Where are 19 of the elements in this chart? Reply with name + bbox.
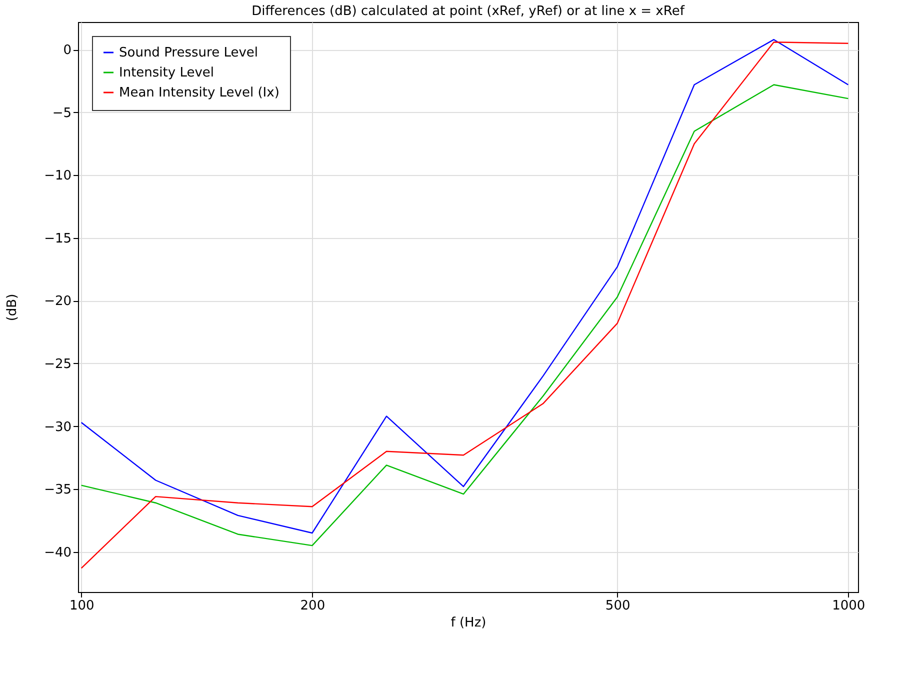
x-axis-title: f (Hz) <box>450 616 486 630</box>
y-tick-label: −25 <box>44 357 72 372</box>
x-tick-label: 1000 <box>832 598 866 614</box>
y-axis-title: (dB) <box>5 294 20 322</box>
x-tick-label: 100 <box>69 598 94 614</box>
y-tick-label: −15 <box>44 231 72 246</box>
y-tick-label: −30 <box>44 420 72 435</box>
legend-label: Mean Intensity Level (Ix) <box>119 86 280 100</box>
y-tick-label: −35 <box>44 482 72 498</box>
chart-title: Differences (dB) calculated at point (xRef, yRef) or at line x = xRef <box>252 4 685 19</box>
y-tick-label: −20 <box>44 294 72 310</box>
x-tick-label: 500 <box>605 598 630 614</box>
y-tick-label: −40 <box>44 545 72 560</box>
x-tick-label: 200 <box>300 598 326 614</box>
y-tick-label: −5 <box>52 106 72 121</box>
legend-label: Intensity Level <box>119 66 214 80</box>
y-tick-label: −10 <box>44 168 72 184</box>
legend-label: Sound Pressure Level <box>119 46 258 60</box>
y-tick-label: 0 <box>63 43 72 58</box>
